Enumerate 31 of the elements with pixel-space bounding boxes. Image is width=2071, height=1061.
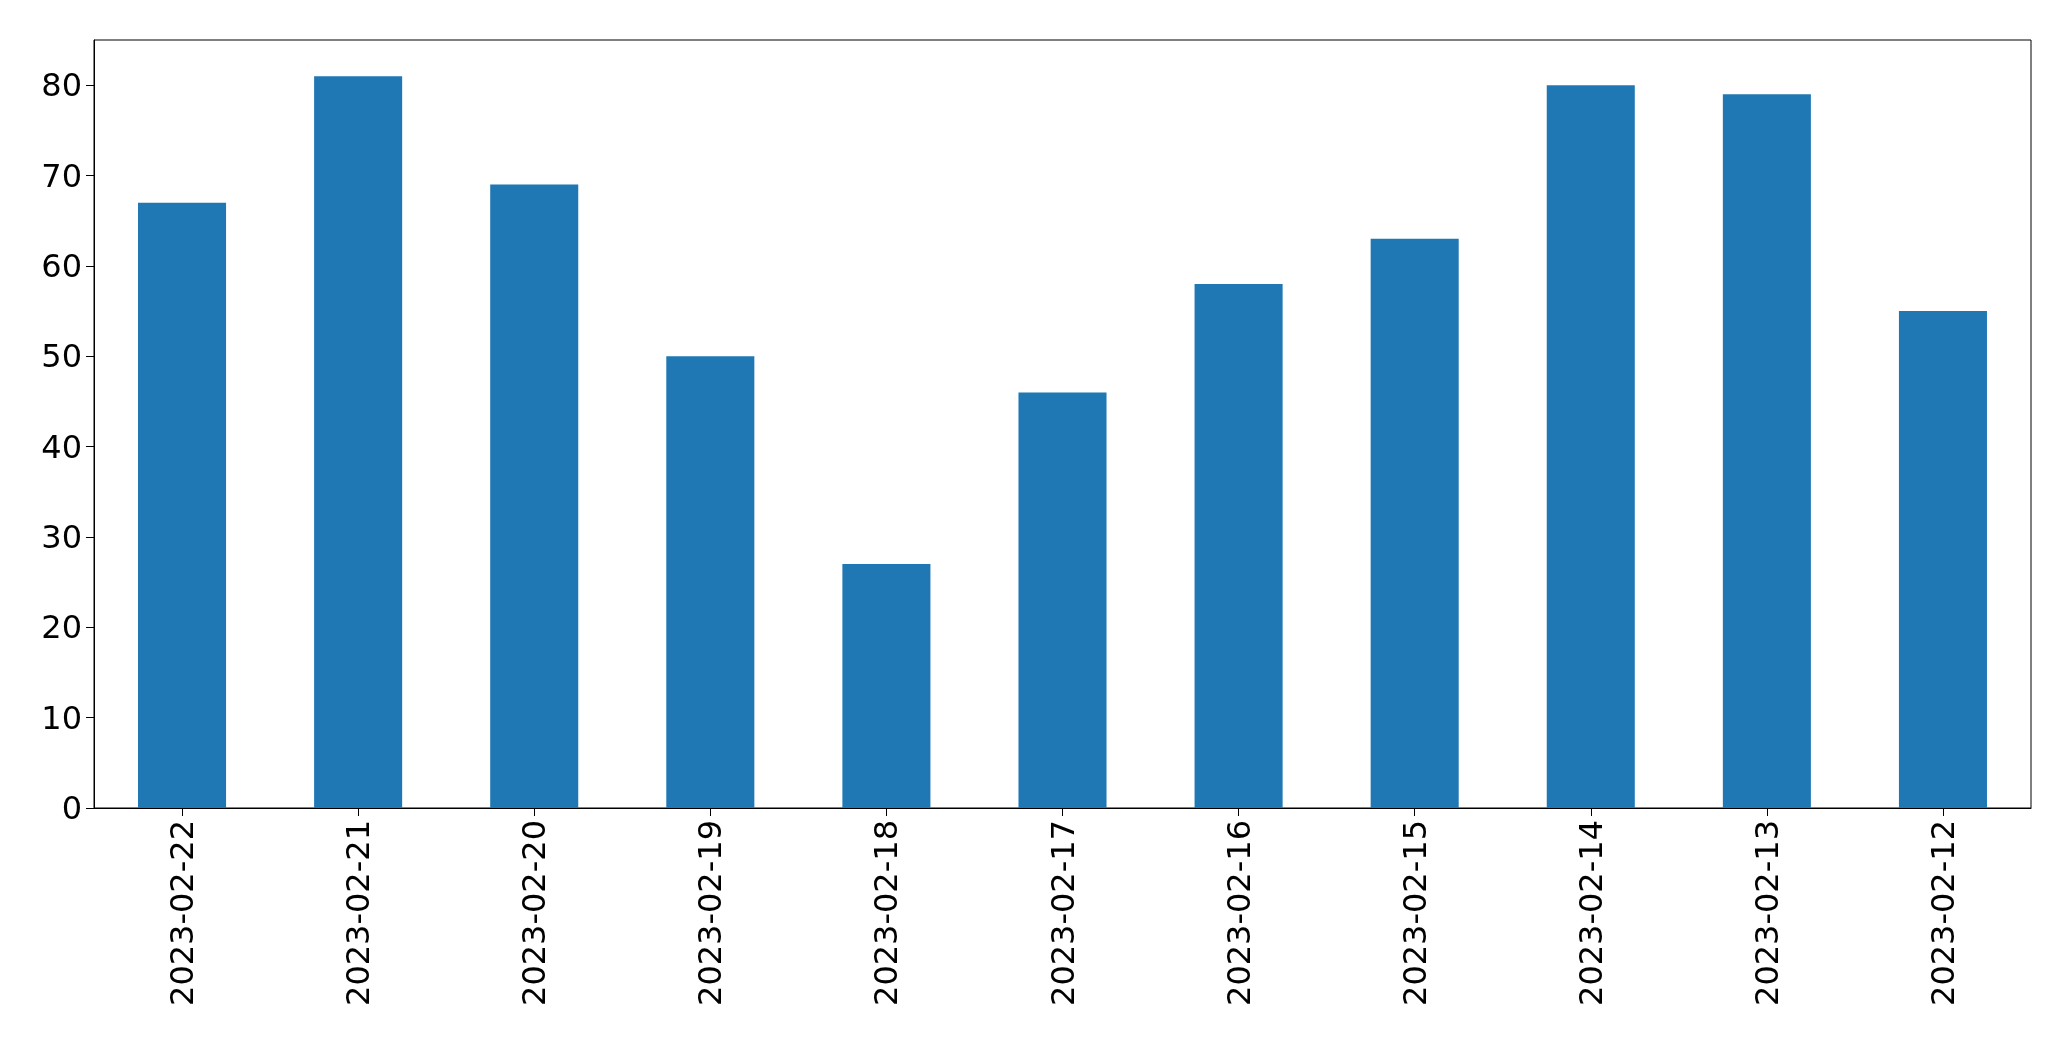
bar <box>1194 283 1283 808</box>
y-tick-label: 80 <box>41 66 82 105</box>
x-tick-label: 2023-02-21 <box>339 820 378 1006</box>
bar <box>314 76 403 808</box>
x-tick-label: 2023-02-15 <box>1395 820 1434 1006</box>
bar <box>666 356 755 808</box>
x-tick-label: 2023-02-12 <box>1923 820 1962 1006</box>
y-tick-label: 0 <box>61 789 82 827</box>
y-tick-label: 40 <box>41 427 82 466</box>
y-tick-label: 70 <box>41 156 82 195</box>
x-tick-label: 2023-02-20 <box>515 820 554 1006</box>
bar <box>138 202 227 808</box>
x-tick-label: 2023-02-18 <box>867 820 906 1006</box>
bar <box>1722 94 1811 808</box>
x-tick-label: 2023-02-17 <box>1043 820 1082 1006</box>
bar <box>1370 238 1459 808</box>
bar <box>842 564 931 808</box>
y-tick-label: 60 <box>41 246 82 285</box>
y-tick-label: 10 <box>41 698 82 737</box>
y-tick-label: 50 <box>41 337 82 376</box>
bar <box>1546 85 1635 808</box>
x-tick-label: 2023-02-19 <box>691 820 730 1006</box>
x-tick-label: 2023-02-22 <box>163 820 202 1006</box>
bar <box>490 184 579 808</box>
x-tick-label: 2023-02-13 <box>1747 820 1786 1006</box>
x-tick-label: 2023-02-16 <box>1219 820 1258 1006</box>
bar <box>1018 392 1107 808</box>
x-tick-label: 2023-02-14 <box>1571 820 1610 1006</box>
y-tick-label: 30 <box>41 517 82 556</box>
bar <box>1898 311 1987 808</box>
y-tick-label: 20 <box>41 608 82 647</box>
